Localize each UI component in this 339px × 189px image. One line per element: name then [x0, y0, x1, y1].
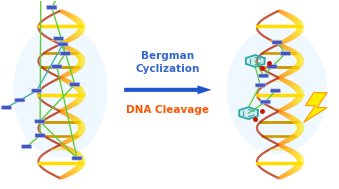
Ellipse shape [13, 24, 107, 158]
FancyBboxPatch shape [280, 52, 291, 55]
FancyArrow shape [124, 85, 212, 94]
FancyBboxPatch shape [35, 119, 45, 123]
FancyBboxPatch shape [32, 89, 42, 93]
FancyBboxPatch shape [1, 106, 12, 109]
Polygon shape [304, 93, 327, 122]
FancyBboxPatch shape [70, 83, 80, 86]
FancyBboxPatch shape [271, 89, 280, 93]
FancyBboxPatch shape [47, 5, 57, 9]
Ellipse shape [227, 27, 327, 154]
FancyBboxPatch shape [72, 156, 82, 160]
FancyBboxPatch shape [58, 42, 68, 46]
FancyBboxPatch shape [267, 65, 277, 68]
FancyBboxPatch shape [255, 83, 265, 87]
FancyBboxPatch shape [259, 74, 269, 78]
FancyBboxPatch shape [22, 145, 32, 149]
Polygon shape [246, 55, 264, 67]
Text: DNA Cleavage: DNA Cleavage [126, 105, 209, 115]
FancyBboxPatch shape [54, 37, 64, 40]
FancyBboxPatch shape [52, 65, 62, 68]
FancyBboxPatch shape [260, 100, 271, 104]
FancyBboxPatch shape [15, 98, 25, 102]
Polygon shape [239, 107, 258, 119]
FancyBboxPatch shape [60, 52, 70, 55]
Text: Bergman
Cyclization: Bergman Cyclization [136, 51, 200, 74]
FancyBboxPatch shape [47, 5, 57, 9]
FancyBboxPatch shape [35, 134, 45, 137]
FancyBboxPatch shape [272, 40, 282, 44]
